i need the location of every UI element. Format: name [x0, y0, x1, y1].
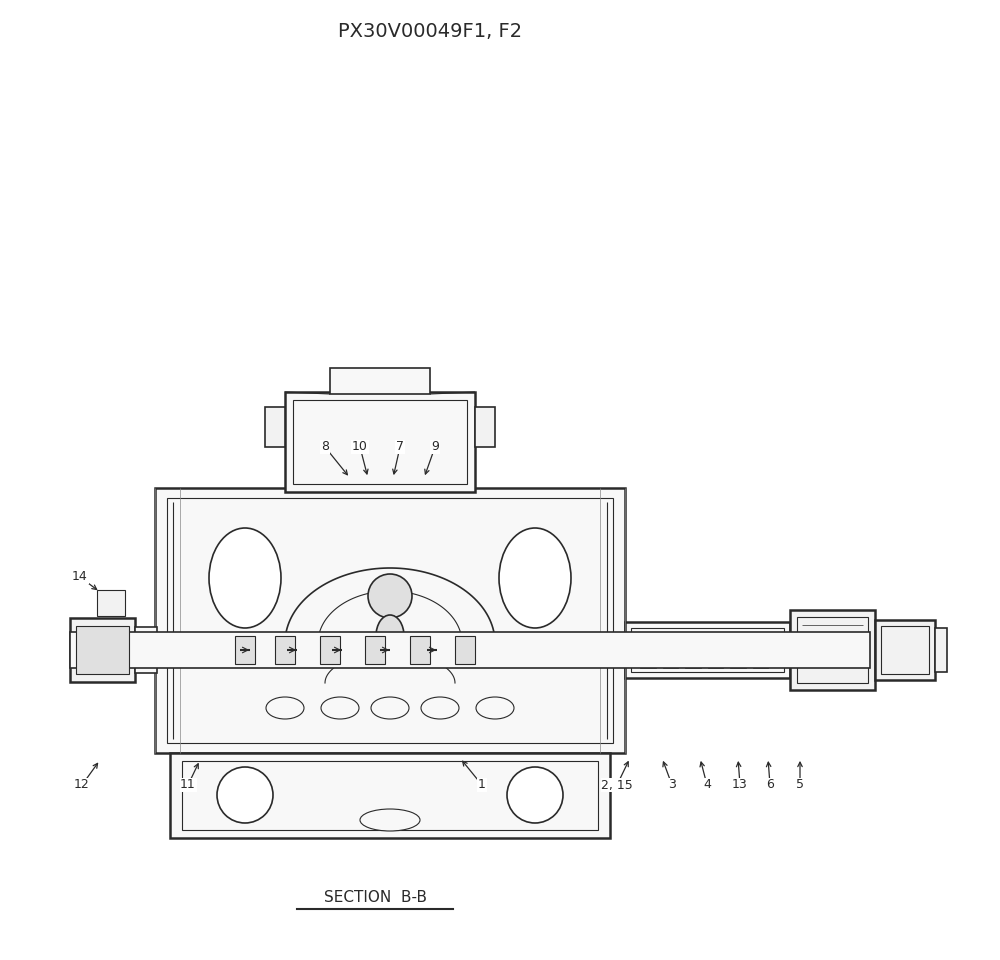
- Bar: [797, 617, 868, 683]
- Text: PX30V00049F1, F2: PX30V00049F1, F2: [338, 22, 522, 41]
- Ellipse shape: [476, 697, 514, 719]
- Text: 8: 8: [321, 441, 329, 453]
- Text: 2, 15: 2, 15: [601, 779, 633, 791]
- Bar: [640, 632, 656, 668]
- Text: 4: 4: [703, 779, 711, 791]
- Ellipse shape: [421, 697, 459, 719]
- Ellipse shape: [360, 809, 420, 831]
- Bar: [182, 761, 598, 830]
- Bar: [935, 628, 947, 672]
- Circle shape: [217, 767, 273, 823]
- Text: 14: 14: [72, 570, 88, 584]
- Bar: [730, 632, 746, 668]
- Bar: [235, 636, 255, 664]
- Text: 6: 6: [766, 779, 774, 791]
- Ellipse shape: [209, 528, 281, 628]
- Bar: [135, 627, 157, 673]
- Bar: [475, 407, 495, 447]
- Bar: [330, 368, 430, 394]
- Bar: [167, 498, 613, 743]
- Bar: [76, 626, 129, 674]
- Bar: [170, 753, 610, 838]
- Ellipse shape: [376, 615, 404, 657]
- Text: 5: 5: [796, 779, 804, 791]
- Bar: [455, 636, 475, 664]
- Bar: [881, 626, 929, 674]
- Circle shape: [507, 767, 563, 823]
- Bar: [265, 407, 285, 447]
- Bar: [320, 636, 340, 664]
- Bar: [70, 618, 135, 682]
- Bar: [875, 620, 935, 680]
- Bar: [275, 636, 295, 664]
- Bar: [97, 590, 125, 616]
- Bar: [70, 632, 870, 668]
- Bar: [285, 392, 475, 492]
- Bar: [685, 632, 701, 668]
- Ellipse shape: [266, 697, 304, 719]
- Bar: [790, 610, 875, 690]
- Bar: [662, 632, 678, 668]
- Text: 3: 3: [668, 779, 676, 791]
- Bar: [410, 636, 430, 664]
- Ellipse shape: [499, 528, 571, 628]
- Text: 1: 1: [478, 779, 486, 791]
- Text: 12: 12: [74, 779, 90, 791]
- Text: 9: 9: [431, 441, 439, 453]
- Ellipse shape: [321, 697, 359, 719]
- Bar: [708, 632, 723, 668]
- Bar: [753, 632, 768, 668]
- Text: 11: 11: [180, 779, 196, 791]
- Text: 7: 7: [396, 441, 404, 453]
- Text: 10: 10: [352, 441, 368, 453]
- Circle shape: [368, 574, 412, 618]
- Text: 13: 13: [732, 779, 748, 791]
- Bar: [293, 400, 467, 484]
- Bar: [155, 488, 625, 753]
- Bar: [631, 628, 784, 672]
- Text: SECTION  B-B: SECTION B-B: [324, 891, 426, 905]
- Bar: [365, 636, 385, 664]
- Bar: [625, 622, 790, 678]
- Ellipse shape: [371, 697, 409, 719]
